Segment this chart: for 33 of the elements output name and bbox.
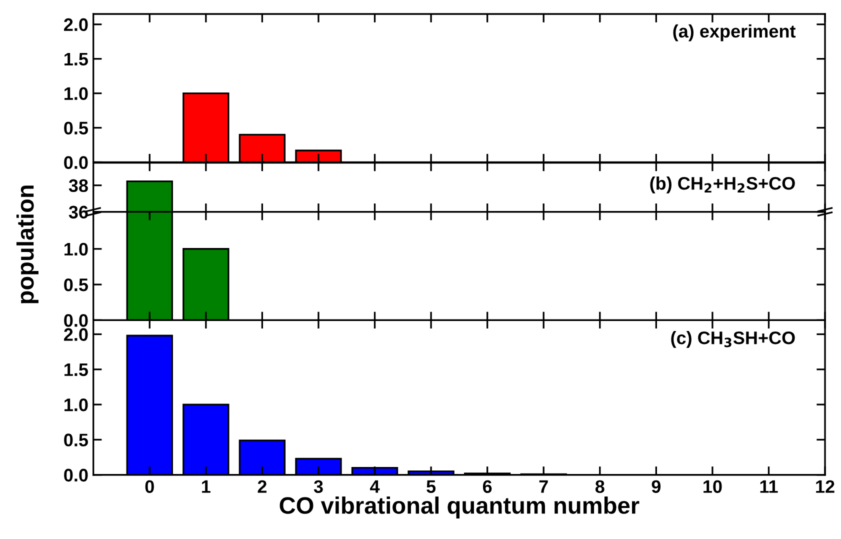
x-tick-label: 11 — [760, 480, 778, 493]
annotation: (a) experiment — [673, 24, 796, 42]
y-tick-label: 0.0 — [64, 156, 88, 169]
annotation: (c) CH$_{3}$SH+CO — [671, 330, 795, 348]
y-axis-title: population — [16, 186, 38, 304]
x-tick-label: 4 — [370, 480, 380, 493]
x-tick-label: 12 — [816, 480, 834, 493]
x-tick-label: 1 — [202, 480, 210, 493]
y-tick-label: 2.0 — [64, 328, 88, 341]
y-tick-label: 2.0 — [64, 18, 88, 32]
x-tick-label: 0 — [145, 480, 154, 493]
x-tick-label: 9 — [652, 480, 661, 493]
y-tick-label: 0.5 — [64, 278, 88, 292]
x-tick-label: 5 — [426, 480, 436, 493]
y-tick-label: 36 — [68, 206, 88, 219]
x-tick-label: 3 — [314, 480, 323, 494]
y-tick-label: 0.5 — [64, 122, 88, 134]
x-tick-label: 7 — [539, 480, 548, 493]
x-tick-label: 6 — [482, 480, 492, 493]
y-tick-label: 1.0 — [64, 242, 88, 256]
y-tick-label: 38 — [68, 179, 88, 192]
y-tick-label: 0.5 — [64, 434, 88, 446]
annotation: (b) CH$_{2}$+H$_{2}$S+CO — [650, 176, 795, 194]
x-tick-label: 8 — [595, 480, 604, 493]
y-tick-label: 0.0 — [64, 468, 88, 482]
y-tick-label: 0.0 — [64, 314, 88, 327]
y-tick-label: 1.5 — [64, 364, 88, 376]
x-axis-title: CO vibrational quantum number — [280, 496, 640, 519]
x-tick-label: 10 — [704, 480, 722, 493]
x-tick-label: 2 — [258, 480, 266, 493]
y-tick-label: 1.0 — [64, 398, 88, 412]
y-tick-label: 1.0 — [64, 87, 88, 100]
y-tick-label: 1.5 — [64, 52, 88, 66]
